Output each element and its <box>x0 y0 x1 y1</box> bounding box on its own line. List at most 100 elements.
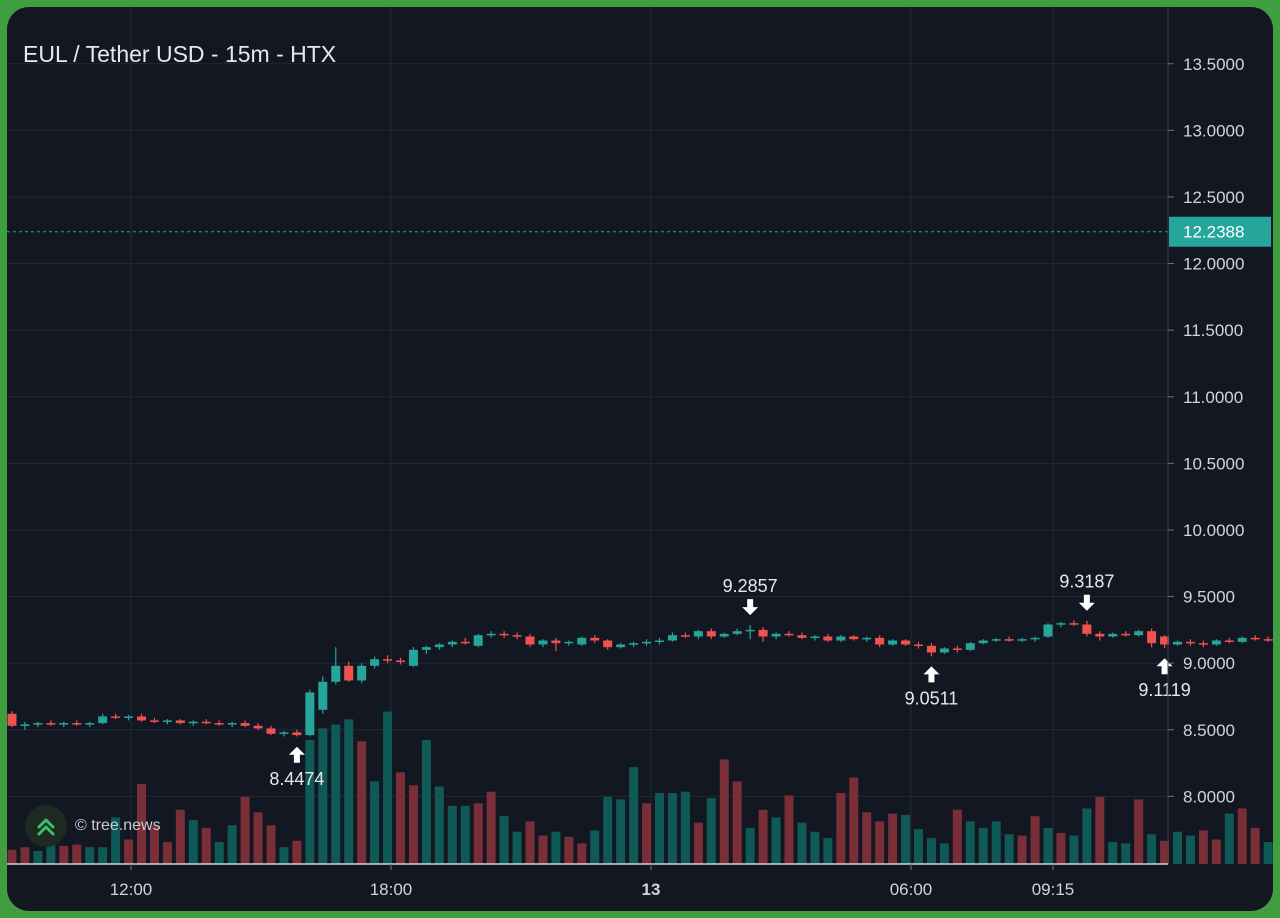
volume-bar <box>331 724 341 864</box>
volume-bar <box>188 820 198 864</box>
candle-body <box>1095 633 1105 637</box>
volume-bar <box>486 791 496 864</box>
annotation-label: 9.1119 <box>1138 680 1190 700</box>
candle-body <box>396 660 405 662</box>
candle-body <box>538 640 548 645</box>
volume-bar <box>512 831 522 864</box>
volume-bar <box>810 831 820 864</box>
volume-bar <box>46 838 56 864</box>
y-tick-label: 12.5000 <box>1183 188 1244 207</box>
volume-bar <box>771 817 781 864</box>
x-tick-label: 13 <box>642 880 661 899</box>
volume-bar <box>901 814 911 864</box>
volume-bar <box>1160 840 1170 864</box>
chart-frame: 8.44749.28579.05119.31879.111912.359013.… <box>7 7 1273 911</box>
volume-bar <box>1069 835 1079 864</box>
candle-body <box>434 644 444 648</box>
volume-bar <box>240 796 250 864</box>
volume-bar <box>149 825 159 864</box>
arrow-down-icon <box>742 599 759 616</box>
candle-body <box>642 641 652 644</box>
volume-bar <box>499 816 509 864</box>
candle-body <box>1069 623 1079 625</box>
candle-body <box>1160 636 1170 645</box>
candle-body <box>629 643 639 645</box>
candle-body <box>680 635 690 637</box>
price-chart[interactable]: 8.44749.28579.05119.31879.111912.359013.… <box>7 7 1273 911</box>
y-tick-label: 8.5000 <box>1183 721 1235 740</box>
candle-body <box>784 633 794 636</box>
candle-body <box>473 635 483 646</box>
candle-body <box>227 723 237 725</box>
candle-body <box>1043 624 1053 637</box>
candle-body <box>836 636 846 641</box>
volume-bar <box>85 847 95 864</box>
candle-body <box>706 631 716 637</box>
volume-bar <box>551 831 561 864</box>
volume-bar <box>98 847 108 864</box>
volume-bar <box>719 759 729 864</box>
candle-body <box>421 647 431 650</box>
candle-body <box>85 723 95 725</box>
candle-body <box>875 637 885 645</box>
candle-body <box>616 644 626 648</box>
y-tick-label: 9.5000 <box>1183 588 1235 607</box>
candle-body <box>111 716 121 718</box>
candle-body <box>1237 637 1247 642</box>
volume-bar <box>797 822 807 864</box>
volume-bar <box>1082 808 1092 864</box>
candle-body <box>137 716 146 721</box>
low-marker: 9.0511 <box>905 666 958 708</box>
candle-body <box>149 720 159 722</box>
candle-body <box>460 641 470 644</box>
candle-body <box>952 648 962 650</box>
candle-body <box>667 635 677 641</box>
candle-body <box>188 721 198 724</box>
candle-body <box>849 636 859 640</box>
volume-bar <box>370 781 380 864</box>
high-marker: 9.2857 <box>723 576 778 616</box>
candle-body <box>46 723 56 725</box>
volume-bar <box>978 827 988 864</box>
candle-body <box>124 716 134 718</box>
volume-bar <box>784 795 794 864</box>
volume-bar <box>616 799 626 864</box>
volume-bar <box>1004 834 1014 864</box>
candle-body <box>1134 631 1144 636</box>
candle-body <box>59 723 69 725</box>
volume-bar <box>758 809 768 864</box>
low-marker: 8.4474 <box>269 746 324 789</box>
volume-bar <box>111 817 121 864</box>
arrow-up-icon <box>288 746 305 763</box>
y-tick-label: 12.0000 <box>1183 255 1244 274</box>
candle-body <box>978 640 988 644</box>
candle-body <box>305 692 315 736</box>
candle-body <box>693 631 703 637</box>
volume-bar <box>564 836 574 864</box>
volume-bar <box>279 847 289 864</box>
y-tick-label: 13.0000 <box>1183 121 1244 140</box>
volume-bar <box>939 843 949 864</box>
volume-bar <box>1237 808 1247 864</box>
volume-bar <box>1173 831 1182 864</box>
volume-bar <box>137 783 146 864</box>
candle-body <box>719 633 729 637</box>
arrow-up-icon <box>923 666 940 683</box>
volume-bar <box>1250 827 1260 864</box>
candle-body <box>486 633 496 636</box>
x-tick-label: 12:00 <box>110 880 153 899</box>
candle-body <box>370 659 380 666</box>
volume-bar <box>603 796 613 864</box>
volume-bar <box>201 827 211 864</box>
candle-body <box>20 724 30 726</box>
x-tick-label: 18:00 <box>370 880 413 899</box>
volume-bar <box>473 803 483 864</box>
volume-bar <box>914 829 923 864</box>
volume-bar <box>590 830 600 864</box>
volume-bar <box>408 785 418 864</box>
candle-body <box>447 641 457 645</box>
last-price-badge <box>1169 216 1271 247</box>
volume-bar <box>629 767 639 864</box>
volume-bar <box>434 786 444 864</box>
candle-body <box>732 631 742 634</box>
